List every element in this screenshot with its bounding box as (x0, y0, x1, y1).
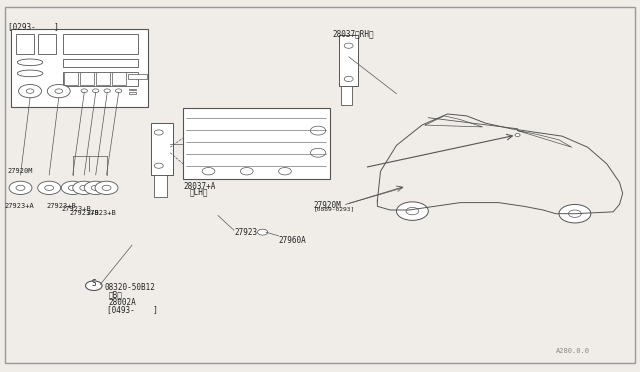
Circle shape (16, 185, 25, 190)
Text: 28037〈RH〉: 28037〈RH〉 (333, 29, 374, 38)
Circle shape (559, 205, 591, 223)
Circle shape (61, 181, 84, 195)
Circle shape (55, 89, 63, 93)
Circle shape (81, 89, 88, 93)
Text: 27920M: 27920M (8, 167, 33, 174)
Circle shape (84, 181, 107, 195)
Circle shape (344, 43, 353, 48)
Text: 27923+B: 27923+B (62, 206, 92, 212)
Circle shape (310, 126, 326, 135)
Bar (96, 72, 109, 85)
Text: S: S (92, 279, 96, 288)
Bar (341, 86, 353, 105)
Circle shape (26, 89, 34, 93)
Text: [0293-    ]: [0293- ] (8, 22, 59, 31)
Bar (63, 60, 138, 67)
Bar (339, 35, 358, 86)
Bar (16, 33, 34, 54)
Circle shape (241, 167, 253, 175)
Text: 27923+B: 27923+B (46, 203, 76, 209)
Ellipse shape (17, 59, 43, 65)
Circle shape (102, 185, 111, 190)
Circle shape (154, 130, 163, 135)
Circle shape (80, 185, 89, 190)
Circle shape (310, 148, 326, 157)
Circle shape (9, 181, 32, 195)
Text: 08320-50B12: 08320-50B12 (104, 283, 156, 292)
Circle shape (45, 185, 54, 190)
Ellipse shape (17, 70, 43, 77)
Bar (183, 109, 330, 179)
Bar (63, 33, 138, 54)
Bar (129, 89, 136, 90)
Circle shape (202, 167, 215, 175)
Circle shape (93, 89, 99, 93)
Text: [0493-    ]: [0493- ] (106, 305, 157, 314)
Circle shape (19, 84, 42, 98)
Bar (129, 92, 136, 94)
Bar (11, 29, 148, 107)
Circle shape (86, 281, 102, 291)
Text: 27923+B: 27923+B (70, 210, 99, 216)
Bar (127, 74, 147, 79)
Bar (63, 71, 138, 86)
Text: 〈B〉: 〈B〉 (108, 291, 122, 299)
Bar (151, 123, 173, 175)
Bar (38, 33, 56, 54)
Circle shape (406, 208, 419, 215)
Circle shape (115, 89, 122, 93)
Text: 28037+A: 28037+A (183, 182, 216, 191)
Text: 27923+A: 27923+A (4, 203, 35, 209)
Text: 28002A: 28002A (108, 298, 136, 307)
Circle shape (257, 229, 268, 235)
Text: [0889-0293]: [0889-0293] (314, 206, 355, 211)
Bar (80, 72, 94, 85)
Circle shape (278, 167, 291, 175)
Circle shape (47, 84, 70, 98)
Text: 〈LH〉: 〈LH〉 (189, 188, 208, 197)
Bar (111, 72, 125, 85)
Bar (64, 72, 78, 85)
Text: 27923+B: 27923+B (86, 210, 116, 216)
Circle shape (92, 185, 100, 190)
Circle shape (154, 163, 163, 168)
Text: 27923: 27923 (234, 228, 257, 237)
Circle shape (396, 202, 428, 220)
Circle shape (73, 181, 96, 195)
Circle shape (344, 76, 353, 81)
Circle shape (568, 210, 581, 217)
Bar (154, 175, 167, 197)
Text: 27920M: 27920M (314, 201, 341, 210)
Circle shape (95, 181, 118, 195)
Circle shape (38, 181, 61, 195)
Text: 27960A: 27960A (278, 236, 307, 245)
Circle shape (104, 89, 110, 93)
Circle shape (515, 134, 520, 137)
Text: A280.0.0: A280.0.0 (556, 349, 590, 355)
Circle shape (68, 185, 77, 190)
